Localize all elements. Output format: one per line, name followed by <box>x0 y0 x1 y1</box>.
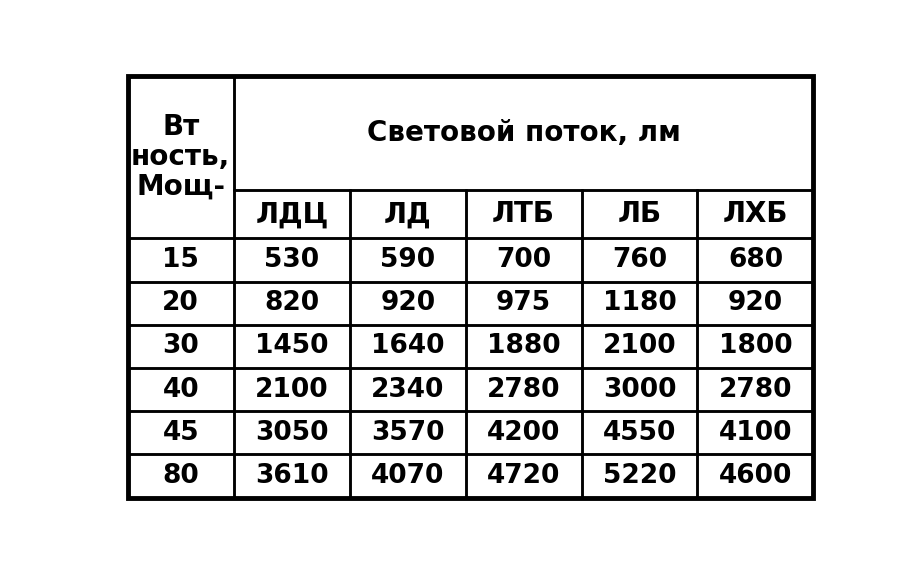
Text: 760: 760 <box>612 247 667 273</box>
Bar <box>128 325 234 368</box>
Text: 20: 20 <box>162 290 199 316</box>
Text: 1880: 1880 <box>487 333 561 360</box>
Bar <box>128 282 234 325</box>
Text: Мощ-: Мощ- <box>136 173 225 201</box>
Text: 4070: 4070 <box>371 463 444 489</box>
Text: ЛДЦ: ЛДЦ <box>255 200 329 228</box>
Bar <box>698 325 813 368</box>
Bar <box>234 190 350 239</box>
Text: 4100: 4100 <box>719 420 792 446</box>
Bar <box>582 368 698 411</box>
Text: 700: 700 <box>496 247 551 273</box>
Bar <box>350 454 465 498</box>
Bar <box>582 411 698 454</box>
Text: 15: 15 <box>162 247 199 273</box>
Text: 2780: 2780 <box>487 377 560 403</box>
Bar <box>234 454 350 498</box>
Bar <box>234 239 350 282</box>
Bar <box>698 411 813 454</box>
Text: 530: 530 <box>264 247 319 273</box>
Text: ЛД: ЛД <box>384 200 431 228</box>
Text: 2100: 2100 <box>603 333 677 360</box>
Bar <box>582 239 698 282</box>
Text: 920: 920 <box>728 290 783 316</box>
Bar <box>698 368 813 411</box>
Text: 4600: 4600 <box>719 463 792 489</box>
Bar <box>234 76 813 190</box>
Bar <box>234 411 350 454</box>
Bar <box>582 282 698 325</box>
Bar <box>128 76 234 239</box>
Text: Вт: Вт <box>162 114 199 141</box>
Bar <box>465 411 582 454</box>
Bar <box>128 454 234 498</box>
Bar <box>465 325 582 368</box>
Text: ность,: ность, <box>131 143 230 171</box>
Text: 30: 30 <box>162 333 199 360</box>
Text: 3570: 3570 <box>371 420 444 446</box>
Bar <box>698 282 813 325</box>
Text: 4720: 4720 <box>487 463 560 489</box>
Text: 590: 590 <box>380 247 435 273</box>
Text: 40: 40 <box>162 377 199 403</box>
Bar <box>698 239 813 282</box>
Text: 45: 45 <box>162 420 199 446</box>
Text: 820: 820 <box>264 290 319 316</box>
Bar <box>128 411 234 454</box>
Bar <box>128 239 234 282</box>
Bar <box>350 190 465 239</box>
Text: 3610: 3610 <box>255 463 329 489</box>
Text: 1180: 1180 <box>602 290 677 316</box>
Bar <box>582 325 698 368</box>
Text: 1800: 1800 <box>719 333 792 360</box>
Bar <box>465 368 582 411</box>
Bar <box>234 325 350 368</box>
Bar <box>582 454 698 498</box>
Text: 4200: 4200 <box>487 420 560 446</box>
Bar <box>128 368 234 411</box>
Text: 2100: 2100 <box>255 377 329 403</box>
Text: 2340: 2340 <box>371 377 444 403</box>
Bar <box>350 325 465 368</box>
Bar <box>234 282 350 325</box>
Text: 975: 975 <box>496 290 551 316</box>
Text: 3050: 3050 <box>255 420 329 446</box>
Bar <box>465 239 582 282</box>
Bar <box>698 190 813 239</box>
Bar <box>465 190 582 239</box>
Text: 680: 680 <box>728 247 783 273</box>
Bar <box>350 239 465 282</box>
Text: 4550: 4550 <box>603 420 677 446</box>
Text: 80: 80 <box>162 463 199 489</box>
Text: ЛХБ: ЛХБ <box>722 200 789 228</box>
Text: 3000: 3000 <box>603 377 677 403</box>
Bar <box>350 368 465 411</box>
Bar <box>465 282 582 325</box>
Text: ЛТБ: ЛТБ <box>492 200 555 228</box>
Text: 920: 920 <box>380 290 435 316</box>
Bar <box>234 368 350 411</box>
Bar <box>582 190 698 239</box>
Bar <box>350 282 465 325</box>
Text: 5220: 5220 <box>603 463 677 489</box>
Text: 1640: 1640 <box>371 333 444 360</box>
Text: 2780: 2780 <box>719 377 792 403</box>
Bar <box>350 411 465 454</box>
Text: Световой поток, лм: Световой поток, лм <box>366 119 680 147</box>
Bar <box>465 454 582 498</box>
Text: 1450: 1450 <box>255 333 329 360</box>
Text: ЛБ: ЛБ <box>618 200 662 228</box>
Bar <box>698 454 813 498</box>
